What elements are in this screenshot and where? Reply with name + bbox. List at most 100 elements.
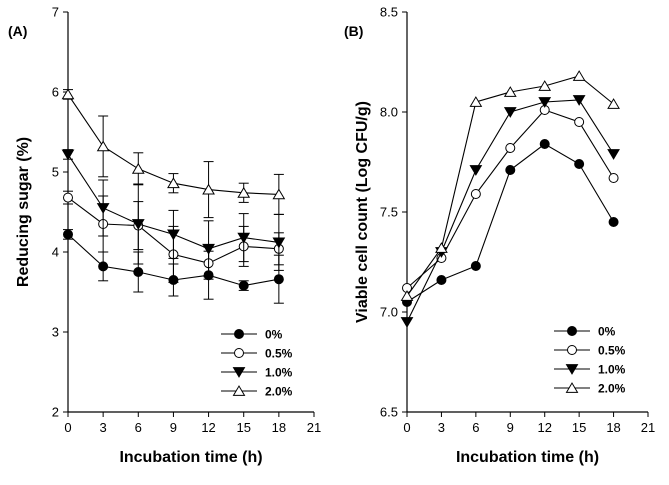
legend-item: 0% [554,325,616,339]
legend-marker [565,364,579,375]
data-point [470,189,481,199]
x-tick-label: 0 [403,420,410,435]
x-tick-label: 9 [507,420,514,435]
data-point [572,70,586,81]
data-point [400,317,414,328]
y-tick-label: 8.0 [380,105,398,120]
y-axis-title: Reducing sugar (%) [15,137,32,287]
data-point [574,117,585,127]
legend-marker [232,385,246,396]
legend-item: 1.0% [221,366,293,380]
data-point [63,229,73,240]
x-tick-label: 15 [572,420,586,435]
data-point [63,192,73,203]
series-10-percent [400,95,620,328]
data-point [607,98,620,109]
legend-item: 2.0% [554,382,626,396]
x-tick-label: 6 [135,420,142,435]
data-point [469,96,483,107]
data-point [505,143,516,153]
series-20-percent [400,70,620,301]
data-point [61,88,75,100]
x-tick-label: 3 [100,420,107,435]
y-tick-label: 2 [52,405,59,420]
legend-item: 0.5% [221,347,293,361]
x-tick-label: 21 [641,420,655,435]
x-axis-title: Incubation time (h) [119,449,262,466]
y-tick-label: 7.0 [380,305,398,320]
x-tick-label: 18 [272,420,286,435]
legend-marker [232,367,246,378]
data-point [237,232,251,244]
x-tick-label: 18 [606,420,620,435]
data-point [538,97,552,108]
data-point [538,80,552,91]
x-tick-label: 21 [307,420,321,435]
data-point [503,86,517,97]
legend-marker [565,382,579,393]
series-05-percent [402,105,619,293]
panel-a: 0 3 6 9 12 15 18 21 2 3 4 5 6 7 Incubation time (h) Red… [8,5,321,467]
legend: 0% 0.5% 1.0% 2.0% [221,328,293,399]
x-tick-label: 0 [64,420,71,435]
y-tick-label: 4 [52,245,59,260]
data-point [96,203,110,214]
data-point [400,290,414,301]
panel-label: (B) [344,23,363,39]
x-tick-label: 3 [438,420,445,435]
legend-label: 0.5% [598,344,626,358]
legend-label: 1.0% [265,366,293,380]
data-point [469,165,483,176]
data-point [572,95,586,106]
legend-item: 1.0% [554,363,626,377]
x-axis-title: Incubation time (h) [456,449,599,466]
y-tick-label: 6.5 [380,405,398,420]
x-tick-label: 6 [472,420,479,435]
x-tick-label: 9 [170,420,177,435]
data-point [435,242,448,253]
y-tick-label: 8.5 [380,5,398,20]
data-point [272,237,286,249]
data-point [133,267,144,277]
legend: 0% 0.5% 1.0% 2.0% [554,325,626,396]
data-point [470,261,481,271]
data-point [505,165,516,175]
legend-marker [567,326,577,336]
data-point [96,140,110,152]
data-point [272,188,286,200]
x-tick-label: 12 [201,420,215,435]
legend-label: 0.5% [265,347,293,361]
data-point [202,243,215,255]
legend-item: 2.0% [221,385,293,399]
series-line [406,99,615,323]
data-point [608,173,619,183]
legend-marker [234,329,244,339]
data-point [436,275,447,285]
data-point [167,177,180,189]
y-tick-label: 3 [52,325,59,340]
data-point [608,217,619,227]
panel-b: 0 3 6 9 12 15 18 21 6.5 7.0 7.5 8.0 8.5 Incubation ti… [344,5,655,467]
legend-label: 2.0% [265,385,293,399]
data-point [539,139,550,149]
data-point [131,219,145,230]
data-point [607,149,620,160]
data-point [503,107,517,118]
data-point [574,159,585,169]
y-tick-label: 7 [52,5,59,20]
y-axis-title: Viable cell count (Log CFU/g) [354,101,371,323]
series-10-percent [61,149,286,278]
series-20-percent [61,88,286,219]
data-point [167,229,180,241]
series-0-percent [402,139,619,307]
data-point [61,149,75,161]
data-point [98,261,109,272]
legend-label: 0% [598,325,616,339]
data-point [238,280,249,291]
legend-item: 0% [221,328,283,342]
panel-label: (A) [8,23,27,39]
y-tick-label: 5 [52,165,59,180]
legend-label: 1.0% [598,363,626,377]
x-tick-label: 15 [236,420,250,435]
